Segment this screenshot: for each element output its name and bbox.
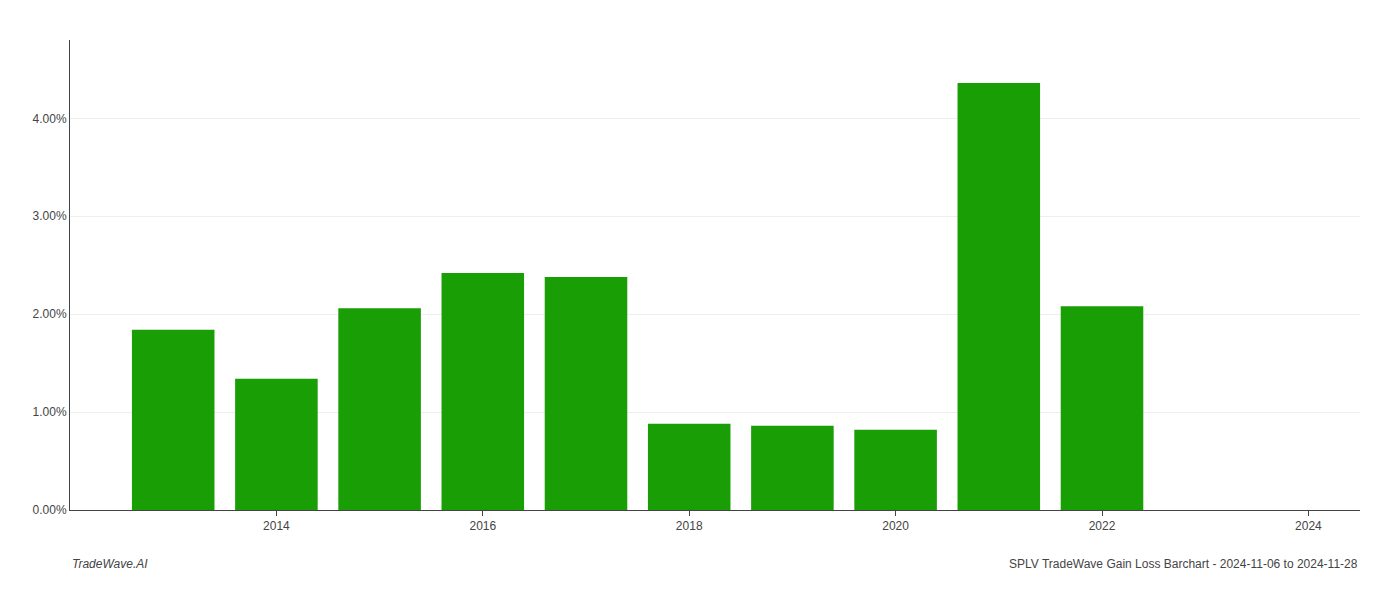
svg-text:1.00%: 1.00%: [33, 405, 67, 419]
svg-text:2.00%: 2.00%: [33, 307, 67, 321]
svg-text:2016: 2016: [469, 519, 496, 533]
svg-text:2020: 2020: [882, 519, 909, 533]
svg-text:2024: 2024: [1295, 519, 1322, 533]
svg-text:TradeWave.AI: TradeWave.AI: [72, 557, 148, 571]
svg-text:SPLV TradeWave Gain Loss Barch: SPLV TradeWave Gain Loss Barchart - 2024…: [1009, 557, 1358, 571]
svg-text:4.00%: 4.00%: [33, 112, 67, 126]
svg-text:2014: 2014: [263, 519, 290, 533]
svg-text:3.00%: 3.00%: [33, 209, 67, 223]
svg-text:2018: 2018: [676, 519, 703, 533]
svg-text:2022: 2022: [1089, 519, 1116, 533]
svg-text:0.00%: 0.00%: [33, 503, 67, 517]
